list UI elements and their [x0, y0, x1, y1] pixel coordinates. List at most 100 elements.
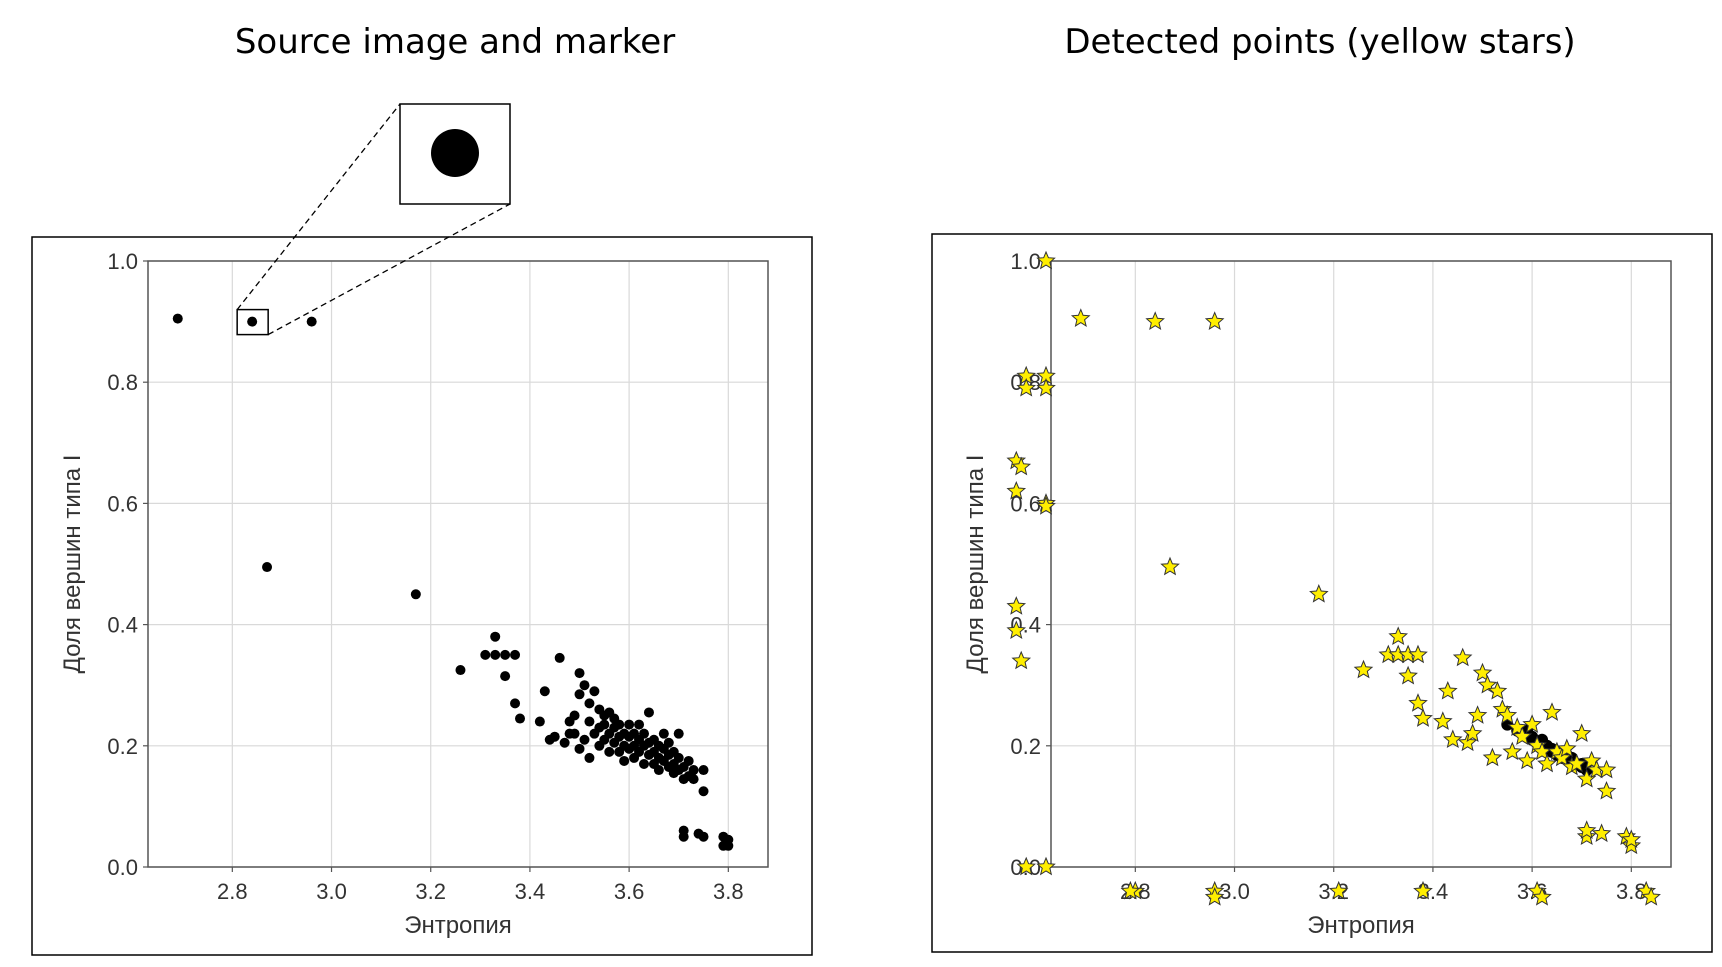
marker-selection-box: [236, 308, 269, 336]
star-marker: [1596, 759, 1617, 779]
data-point: [480, 649, 491, 660]
right-figure-frame: [931, 233, 1713, 953]
star-marker: [1457, 732, 1478, 752]
data-point: [306, 316, 317, 327]
data-point: [639, 758, 649, 769]
star-marker: [1596, 781, 1617, 800]
data-point: [549, 731, 560, 742]
star-marker: [1408, 693, 1428, 712]
data-point: [515, 713, 525, 724]
star-marker: [1016, 856, 1037, 876]
left-tick-labels: 2.8 3.0 3.2 3.4 3.6 3.8 0.0 0.2 0.4 0.6 0.8 1.0: [107, 249, 743, 904]
data-point: [584, 752, 595, 763]
y-tick-label: 0.2: [1010, 734, 1041, 759]
data-point: [490, 649, 501, 660]
y-tick-label: 0.0: [1010, 855, 1041, 880]
data-point: [1555, 745, 1568, 758]
data-point: [262, 562, 273, 573]
right-gridlines: [1051, 260, 1671, 868]
star-marker: [1398, 644, 1418, 664]
star-marker: [1036, 365, 1056, 385]
data-point: [1531, 736, 1544, 749]
x-tick-label: 3.4: [1418, 879, 1449, 904]
data-point: [1511, 724, 1524, 737]
x-tick-label: 3.2: [1318, 879, 1349, 904]
star-marker: [1011, 650, 1032, 670]
left-x-axis-label: Энтропия: [404, 912, 512, 939]
y-tick-label: 0.4: [1010, 613, 1041, 638]
data-point: [500, 671, 511, 682]
star-marker: [1467, 705, 1488, 724]
star-marker: [1433, 711, 1453, 730]
star-marker: [1125, 880, 1146, 900]
star-marker: [1502, 741, 1523, 761]
left-data-points: [172, 313, 734, 851]
x-tick-label: 3.4: [515, 879, 546, 904]
data-point: [1555, 751, 1568, 764]
star-marker: [1388, 626, 1409, 646]
star-marker: [1413, 708, 1433, 727]
star-marker: [1120, 880, 1141, 900]
star-marker: [1388, 644, 1409, 664]
data-point: [1565, 754, 1578, 767]
star-marker: [1204, 887, 1225, 906]
data-point: [698, 765, 709, 776]
star-marker: [1532, 886, 1552, 906]
x-tick-label: 3.2: [415, 879, 446, 904]
y-tick-label: 0.2: [107, 734, 138, 759]
star-marker: [1576, 826, 1597, 846]
star-marker: [1552, 747, 1572, 767]
data-point: [1536, 739, 1549, 752]
y-tick-label: 1.0: [1010, 249, 1041, 274]
data-point: [1536, 733, 1549, 746]
x-tick-label: 3.6: [1517, 879, 1548, 904]
marker-zoom-disc: [431, 129, 479, 177]
data-point: [1575, 761, 1588, 774]
x-tick-label: 3.0: [1219, 879, 1250, 904]
data-point: [455, 665, 466, 676]
star-marker: [1011, 456, 1032, 476]
data-point: [683, 755, 694, 766]
right-detected-stars: [1006, 250, 1661, 906]
star-marker: [1497, 705, 1518, 724]
data-point: [678, 825, 689, 836]
star-marker: [1581, 750, 1602, 770]
star-marker: [1537, 753, 1557, 773]
data-point: [624, 719, 635, 730]
zoom-connector-line: [267, 203, 511, 336]
star-marker: [1547, 741, 1567, 761]
data-point: [723, 840, 734, 851]
data-point: [584, 716, 595, 727]
star-marker: [1561, 756, 1582, 776]
star-marker: [1204, 311, 1225, 330]
star-marker: [1542, 702, 1562, 721]
y-tick-label: 1.0: [107, 249, 138, 274]
star-marker: [1527, 880, 1547, 900]
star-marker: [1566, 753, 1587, 773]
data-point: [653, 765, 664, 776]
star-marker: [1527, 735, 1547, 755]
star-marker: [1507, 717, 1528, 736]
star-marker: [1621, 829, 1642, 849]
right-data-points: [1501, 718, 1593, 777]
right-plot-area: [1050, 260, 1672, 868]
star-marker: [1621, 835, 1642, 855]
data-point: [500, 649, 511, 660]
star-marker: [1576, 820, 1597, 839]
star-marker: [1006, 596, 1027, 615]
left-plot-area: [147, 260, 769, 868]
data-point: [539, 686, 550, 697]
star-marker: [1328, 880, 1349, 900]
data-point: [1570, 757, 1583, 770]
right-panel-title: Detected points (yellow stars): [1064, 22, 1576, 62]
data-point: [599, 719, 610, 730]
data-point: [1501, 718, 1514, 731]
y-tick-label: 0.8: [1010, 370, 1041, 395]
data-point: [698, 831, 709, 842]
zoom-connector-line: [236, 103, 401, 311]
star-marker: [1482, 747, 1503, 767]
star-marker: [1487, 681, 1508, 700]
star-marker: [1378, 644, 1399, 664]
data-point: [688, 774, 699, 785]
x-tick-label: 3.6: [614, 879, 645, 904]
